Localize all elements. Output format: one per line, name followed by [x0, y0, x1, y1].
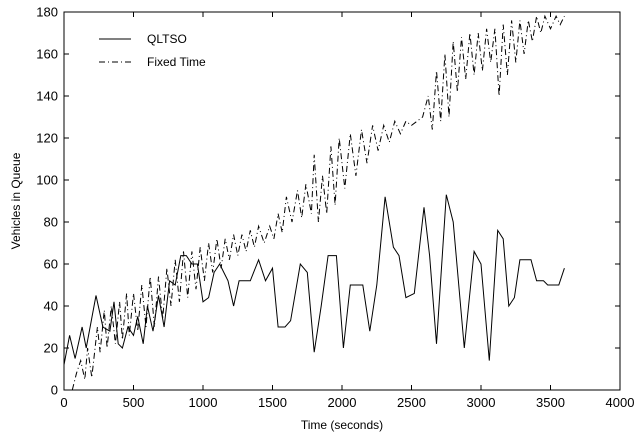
x-tick-label: 500 — [123, 395, 145, 410]
y-tick-label: 180 — [36, 5, 58, 20]
series-line-fixed-time — [71, 14, 565, 391]
y-tick-label: 140 — [36, 89, 58, 104]
y-tick-label: 80 — [44, 215, 58, 230]
axis-ticks: 0 500 1000 1500 2000 2500 3000 3500 4000 0 20 40 60 8… — [36, 5, 634, 411]
y-tick-label: 60 — [44, 257, 58, 272]
legend: QLTSO Fixed Time — [99, 32, 206, 69]
x-tick-label: 3500 — [536, 395, 565, 410]
y-tick-label: 120 — [36, 131, 58, 146]
data-series — [63, 14, 565, 391]
y-tick-label: 40 — [44, 299, 58, 314]
y-tick-label: 100 — [36, 173, 58, 188]
legend-label-qltso: QLTSO — [147, 32, 187, 46]
series-line-qltso — [63, 194, 565, 365]
y-tick-label: 0 — [51, 383, 58, 398]
legend-label-fixed-time: Fixed Time — [147, 55, 206, 69]
y-tick-label: 20 — [44, 341, 58, 356]
x-tick-label: 3000 — [467, 395, 496, 410]
x-tick-label: 2000 — [328, 395, 357, 410]
y-tick-label: 160 — [36, 47, 58, 62]
x-tick-label: 0 — [60, 395, 67, 410]
x-tick-label: 2500 — [397, 395, 426, 410]
x-tick-label: 1500 — [258, 395, 287, 410]
x-axis-label: Time (seconds) — [301, 418, 383, 432]
y-axis-label: Vehicles in Queue — [9, 152, 23, 249]
x-tick-label: 4000 — [606, 395, 635, 410]
x-tick-label: 1000 — [189, 395, 218, 410]
